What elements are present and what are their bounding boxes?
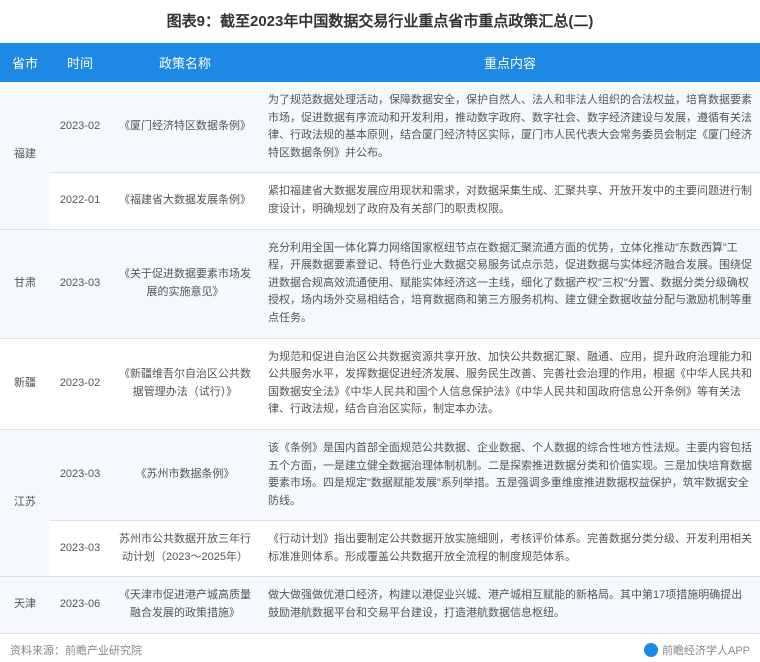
logo-icon (644, 643, 658, 657)
cell-time: 2022-01 (50, 173, 110, 229)
cell-content: 该《条例》是国内首部全面规范公共数据、企业数据、个人数据的综合性地方性法规。主要… (260, 429, 760, 520)
policy-table: 省市 时间 政策名称 重点内容 福建 2023-02 《厦门经济特区数据条例》 … (0, 43, 760, 634)
cell-policy: 《福建省大数据发展条例》 (110, 173, 260, 229)
table-row: 天津 2023-06 《天津市促进港产城高质量融合发展的政策措施》 做大做强做优… (0, 577, 760, 633)
cell-content: 充分利用全国一体化算力网络国家枢纽节点在数据汇聚流通方面的优势，立体化推动"东数… (260, 229, 760, 338)
cell-province: 福建 (0, 82, 50, 229)
table-row: 新疆 2023-02 《新疆维吾尔自治区公共数据管理办法（试行）》 为规范和促进… (0, 338, 760, 429)
cell-province: 新疆 (0, 338, 50, 429)
cell-time: 2023-03 (50, 521, 110, 577)
cell-content: 《行动计划》指出要制定公共数据开放实施细则，考核评价体系。完善数据分类分级、开发… (260, 521, 760, 577)
table-row: 江苏 2023-03 《苏州市数据条例》 该《条例》是国内首部全面规范公共数据、… (0, 429, 760, 520)
footer: 资料来源：前瞻产业研究院 前瞻经济学人APP (0, 634, 760, 662)
cell-policy: 《厦门经济特区数据条例》 (110, 82, 260, 173)
cell-policy: 《天津市促进港产城高质量融合发展的政策措施》 (110, 577, 260, 633)
cell-policy: 《关于促进数据要素市场发展的实施意见》 (110, 229, 260, 338)
cell-province: 江苏 (0, 429, 50, 577)
chart-title: 图表9：截至2023年中国数据交易行业重点省市重点政策汇总(二) (0, 0, 760, 43)
footer-app: 前瞻经济学人APP (644, 642, 750, 658)
table-row: 2022-01 《福建省大数据发展条例》 紧扣福建省大数据发展应用现状和需求，对… (0, 173, 760, 229)
col-header-content: 重点内容 (260, 43, 760, 82)
cell-time: 2023-02 (50, 82, 110, 173)
table-header-row: 省市 时间 政策名称 重点内容 (0, 43, 760, 82)
table-row: 甘肃 2023-03 《关于促进数据要素市场发展的实施意见》 充分利用全国一体化… (0, 229, 760, 338)
cell-time: 2023-02 (50, 338, 110, 429)
cell-content: 紧扣福建省大数据发展应用现状和需求，对数据采集生成、汇聚共享、开放开发中的主要问… (260, 173, 760, 229)
cell-time: 2023-03 (50, 229, 110, 338)
cell-policy: 《新疆维吾尔自治区公共数据管理办法（试行）》 (110, 338, 260, 429)
cell-province: 甘肃 (0, 229, 50, 338)
cell-time: 2023-06 (50, 577, 110, 633)
cell-policy: 苏州市公共数据开放三年行动计划（2023～2025年） (110, 521, 260, 577)
cell-content: 为了规范数据处理活动，保障数据安全，保护自然人、法人和非法人组织的合法权益，培育… (260, 82, 760, 173)
table-row: 福建 2023-02 《厦门经济特区数据条例》 为了规范数据处理活动，保障数据安… (0, 82, 760, 173)
cell-province: 天津 (0, 577, 50, 633)
footer-app-text: 前瞻经济学人APP (662, 642, 750, 658)
cell-content: 做大做强做优港口经济，构建以港促业兴城、港产城相互赋能的新格局。其中第17项措施… (260, 577, 760, 633)
col-header-policy: 政策名称 (110, 43, 260, 82)
cell-policy: 《苏州市数据条例》 (110, 429, 260, 520)
cell-content: 为规范和促进自治区公共数据资源共享开放、加快公共数据汇聚、融通、应用，提升政府治… (260, 338, 760, 429)
table-row: 2023-03 苏州市公共数据开放三年行动计划（2023～2025年） 《行动计… (0, 521, 760, 577)
col-header-time: 时间 (50, 43, 110, 82)
footer-source: 资料来源：前瞻产业研究院 (10, 642, 142, 658)
cell-time: 2023-03 (50, 429, 110, 520)
col-header-province: 省市 (0, 43, 50, 82)
